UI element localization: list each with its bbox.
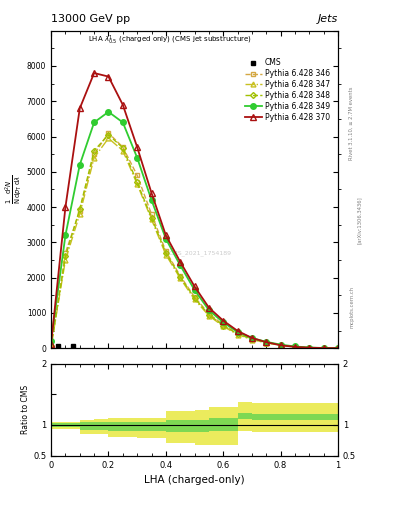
Text: 13000 GeV pp: 13000 GeV pp <box>51 14 130 25</box>
Y-axis label: Ratio to CMS: Ratio to CMS <box>21 385 30 434</box>
Text: Jets: Jets <box>318 14 338 25</box>
Text: Rivet 3.1.10, ≥ 2.7M events: Rivet 3.1.10, ≥ 2.7M events <box>349 86 354 160</box>
Text: [arXiv:1306.3436]: [arXiv:1306.3436] <box>357 196 362 244</box>
Legend: CMS, Pythia 6.428 346, Pythia 6.428 347, Pythia 6.428 348, Pythia 6.428 349, Pyt: CMS, Pythia 6.428 346, Pythia 6.428 347,… <box>243 57 331 123</box>
Text: LHA $\lambda^{1}_{0.5}$ (charged only) (CMS jet substructure): LHA $\lambda^{1}_{0.5}$ (charged only) (… <box>88 34 252 47</box>
Text: CMS_2021_1754189: CMS_2021_1754189 <box>169 250 232 256</box>
Text: mcplots.cern.ch: mcplots.cern.ch <box>349 286 354 328</box>
X-axis label: LHA (charged-only): LHA (charged-only) <box>144 475 245 485</box>
Y-axis label: $\frac{1}{\mathrm{N}} \frac{\mathrm{d}^2N}{\mathrm{d}p_\mathrm{T}\,\mathrm{d}\la: $\frac{1}{\mathrm{N}} \frac{\mathrm{d}^2… <box>3 175 24 204</box>
